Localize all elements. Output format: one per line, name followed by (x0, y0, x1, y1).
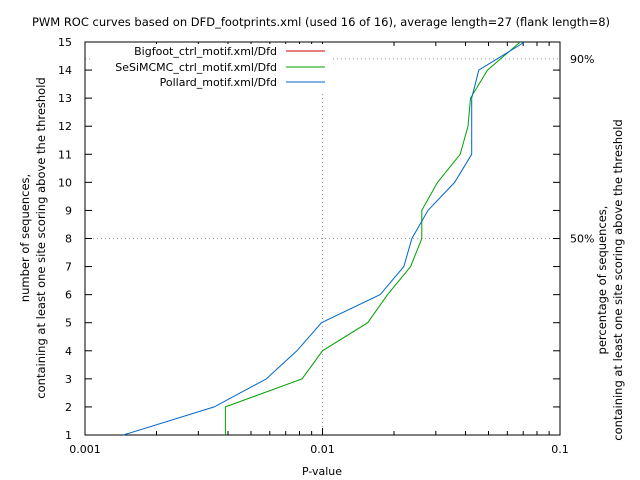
y-axis-label-right: percentage of sequences, containing at l… (595, 119, 625, 440)
y-axis-label-left-line1: number of sequences, (18, 174, 32, 302)
legend-label-bigfoot: Bigfoot_ctrl_motif.xml/Dfd (134, 45, 277, 58)
legend-label-pollard: Pollard_motif.xml/Dfd (160, 76, 277, 89)
y-tick-label-14: 14 (58, 64, 72, 77)
x-tick-label-2: 0.1 (551, 443, 569, 456)
y-tick-label-2: 2 (65, 401, 72, 414)
y2-tick-label-0: 50% (570, 233, 594, 246)
legend-label-sesimcmc: SeSiMCMC_ctrl_motif.xml/Dfd (115, 61, 277, 74)
y-axis-label-left-line2: containing at least one site scoring abo… (34, 77, 48, 398)
x-tick-label-0: 0.001 (69, 443, 101, 456)
y-tick-label-11: 11 (58, 148, 72, 161)
y-tick-label-10: 10 (58, 176, 72, 189)
y-tick-label-4: 4 (65, 345, 72, 358)
y-tick-label-1: 1 (65, 429, 72, 442)
y-tick-label-13: 13 (58, 92, 72, 105)
y-axis-label-right-line1: percentage of sequences, (595, 206, 609, 355)
legend-background (92, 44, 330, 92)
series-lines (123, 41, 525, 436)
chart-title: PWM ROC curves based on DFD_footprints.x… (32, 15, 610, 29)
y-axis-label-left: number of sequences, containing at least… (18, 77, 48, 398)
y-tick-label-12: 12 (58, 120, 72, 133)
y-tick-label-5: 5 (65, 317, 72, 330)
x-axis-label: P-value (302, 465, 342, 478)
y-axis-label-right-line2: containing at least one site scoring abo… (611, 119, 625, 440)
y2-tick-label-1: 90% (570, 53, 594, 66)
series-line-2 (123, 41, 525, 436)
y-tick-label-3: 3 (65, 373, 72, 386)
x-tick-label-1: 0.01 (310, 443, 335, 456)
legend: Bigfoot_ctrl_motif.xml/Dfd SeSiMCMC_ctrl… (92, 44, 330, 92)
y-tick-label-8: 8 (65, 233, 72, 246)
series-line-1 (224, 41, 521, 435)
y-tick-label-7: 7 (65, 261, 72, 274)
y-tick-label-15: 15 (58, 36, 72, 49)
grid-lines (85, 42, 560, 435)
y-tick-label-6: 6 (65, 289, 72, 302)
y-tick-label-9: 9 (65, 204, 72, 217)
